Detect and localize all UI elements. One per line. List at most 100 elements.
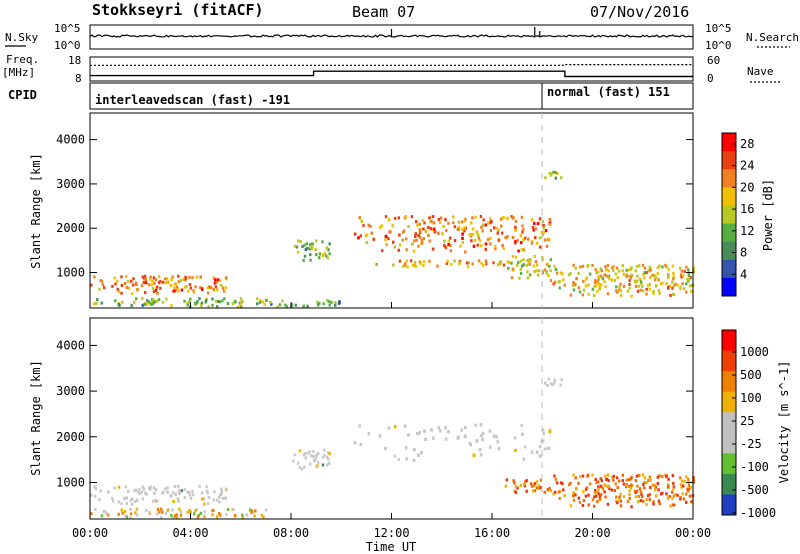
freq-strip: Freq. [MHz] 18 8 60 0 Nave	[2, 53, 780, 85]
range-cell	[134, 511, 137, 515]
range-cell	[100, 514, 104, 518]
range-cell	[636, 500, 640, 504]
range-cell	[480, 434, 483, 438]
range-cell	[581, 264, 585, 268]
colorbar-tick-label: 28	[740, 137, 754, 151]
range-cell	[479, 215, 483, 218]
range-cell	[667, 268, 670, 272]
range-cell	[692, 270, 695, 274]
range-cell	[402, 264, 405, 268]
range-cell	[107, 490, 110, 494]
range-cell	[475, 439, 478, 443]
range-cell	[676, 493, 679, 497]
range-cell	[290, 303, 294, 307]
range-cell	[533, 482, 537, 486]
range-cell	[442, 225, 445, 228]
range-cell	[679, 497, 682, 501]
range-cell	[156, 499, 159, 503]
range-cell	[487, 221, 490, 225]
range-cell	[618, 288, 621, 292]
range-cell	[548, 171, 551, 175]
range-cell	[353, 441, 357, 445]
range-cell	[561, 482, 564, 486]
colorbar-tick-label: -500	[740, 483, 769, 497]
range-cell	[514, 228, 517, 232]
range-cell	[93, 302, 96, 306]
freq-tick-high: 18	[68, 54, 81, 67]
range-cell	[537, 487, 541, 491]
range-cell	[447, 221, 450, 225]
range-cell	[439, 220, 442, 224]
range-cell	[628, 282, 631, 286]
range-cell	[672, 487, 675, 491]
range-cell	[579, 265, 582, 269]
range-cell	[489, 229, 493, 232]
colorbar-segment	[722, 241, 736, 261]
range-cell	[615, 285, 618, 289]
range-cell	[270, 302, 273, 306]
range-cell	[546, 488, 549, 492]
range-cell	[439, 216, 443, 220]
range-cell	[196, 515, 200, 519]
range-cell	[629, 477, 633, 481]
range-cell	[569, 271, 572, 275]
range-cell	[393, 245, 396, 249]
range-cell	[90, 493, 93, 497]
range-cell	[561, 272, 564, 276]
range-cell	[200, 301, 204, 305]
range-cell	[317, 460, 320, 464]
range-cell	[405, 248, 408, 252]
range-cell	[568, 273, 571, 277]
range-cell	[154, 278, 158, 282]
range-cell	[161, 300, 165, 304]
range-cell	[262, 515, 265, 519]
colorbar-segment	[722, 205, 736, 225]
range-cell	[535, 263, 539, 267]
range-cell	[658, 474, 661, 478]
range-cell	[654, 275, 658, 279]
range-cell	[328, 252, 331, 256]
range-cell	[430, 428, 433, 432]
nsearch-tick-high: 10^5	[705, 22, 732, 35]
range-cell	[457, 435, 460, 439]
range-cell	[314, 457, 317, 461]
range-cell	[593, 495, 596, 499]
range-cell	[387, 237, 390, 241]
range-cell	[446, 259, 449, 263]
range-cell	[629, 276, 633, 280]
range-cell	[533, 489, 537, 493]
range-cell	[665, 282, 668, 286]
range-cell	[127, 279, 130, 283]
range-cell	[553, 474, 556, 478]
range-cell	[401, 238, 404, 242]
range-cell	[634, 269, 638, 273]
range-cell	[481, 229, 484, 233]
range-cell	[596, 289, 599, 293]
range-cell	[686, 277, 689, 281]
range-cell	[585, 486, 589, 490]
range-cell	[113, 486, 116, 490]
range-cell	[495, 226, 498, 230]
range-cell	[173, 286, 176, 290]
colorbar-tick-label: -100	[740, 460, 769, 474]
colorbar-segment	[722, 432, 736, 454]
range-cell	[690, 500, 693, 504]
range-cell	[687, 484, 691, 487]
range-cell	[135, 297, 138, 301]
range-cell	[325, 455, 329, 459]
range-cell	[170, 304, 173, 308]
range-cell	[572, 494, 575, 498]
range-cell	[151, 287, 155, 291]
range-cell	[191, 276, 194, 280]
range-cell	[604, 285, 607, 289]
range-cell	[226, 302, 230, 305]
range-cell	[671, 286, 674, 290]
range-cell	[130, 292, 134, 296]
range-cell	[676, 283, 679, 287]
range-cell	[605, 274, 608, 278]
range-cell	[174, 514, 177, 518]
range-cell	[303, 254, 307, 258]
range-cell	[688, 494, 692, 498]
range-cell	[303, 453, 306, 457]
range-cell	[639, 288, 642, 292]
